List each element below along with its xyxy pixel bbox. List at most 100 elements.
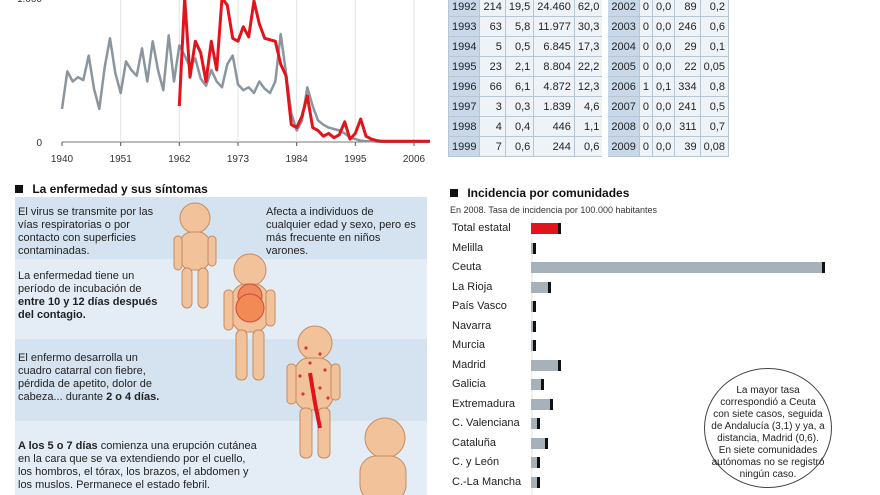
bar (531, 320, 536, 332)
table-cell: 0,05 (699, 56, 730, 77)
table-cell: 0,5 (504, 36, 535, 57)
incidence-callout: La mayor tasa correspondió a Ceuta con s… (704, 368, 832, 488)
table-cell: 0,5 (699, 96, 730, 117)
line-chart-grid (62, 0, 430, 143)
table-cell: 0 (638, 116, 653, 137)
table-cell: 6,1 (504, 76, 535, 97)
catarrh-text-b: 2 o 4 días. (106, 391, 160, 403)
bar-label: C.-La Mancha (452, 475, 522, 488)
table-cell: 4 (479, 116, 506, 137)
bar (531, 281, 552, 293)
table-cell: 0,1 (651, 76, 676, 97)
table-cell: 0,08 (699, 136, 730, 157)
bar-label: Total estatal (452, 222, 511, 234)
table-cell: 6.845 (533, 36, 575, 57)
table-cell: 446 (533, 116, 575, 137)
bar-row: Madrid (450, 356, 850, 375)
table-year-cell: 1999 (447, 136, 481, 157)
bar (531, 398, 554, 410)
incidence-subtitle: En 2008. Tasa de incidencia por 100.000 … (450, 205, 657, 215)
bar-label: Navarra (452, 319, 492, 332)
table-year-cell: 2004 (602, 36, 640, 57)
table-cell: 0,0 (651, 116, 676, 137)
table-cell: 89 (674, 0, 701, 17)
table-cell: 30,3 (573, 16, 606, 37)
table-cell: 24.460 (533, 0, 575, 17)
table-year-cell: 2006 (602, 76, 640, 97)
bar (531, 359, 562, 371)
table-cell: 0,3 (504, 96, 535, 117)
rash-text-b: comienza una erupción cutánea en la cara… (18, 440, 257, 491)
table-cell: 3 (479, 96, 506, 117)
x-tick-label: 2006 (403, 154, 426, 165)
table-cell: 0,6 (699, 16, 730, 37)
table-year-cell: 1994 (447, 36, 481, 57)
table-cell: 0,8 (699, 76, 730, 97)
table-cell: 0 (638, 0, 653, 17)
table-cell: 0,7 (699, 116, 730, 137)
bar (531, 340, 536, 351)
bar-row: Cataluña (450, 434, 850, 453)
bar-label: Murcia (452, 339, 486, 351)
symptom-panel-4 (15, 421, 427, 495)
table-row: 1997 3 0,3 1.839 4,6 2007 0 0,0 241 0,5 (447, 96, 730, 117)
table-cell: 11.977 (533, 16, 575, 37)
table-cell: 62,0 (573, 0, 606, 17)
table-cell: 246 (674, 16, 701, 37)
bar (531, 223, 562, 234)
table-year-cell: 2003 (602, 16, 640, 37)
table-cell: 0 (638, 96, 653, 117)
bar-row: Galicia (450, 375, 850, 394)
table-cell: 5 (479, 36, 506, 57)
bar-row: C. y León (450, 453, 850, 472)
table-cell: 66 (479, 76, 506, 97)
table-cell: 4,6 (573, 96, 606, 117)
incubation-text: La enfermedad tiene un período de incuba… (18, 270, 158, 322)
table-cell: 0 (638, 36, 653, 57)
table-cell: 0,6 (504, 136, 535, 157)
table-cell: 63 (479, 16, 506, 37)
x-tick-label: 1984 (286, 154, 309, 165)
table-row: 1993 63 5,8 11.977 30,3 2003 0 0,0 246 0,6 (447, 16, 730, 37)
transmission-text: El virus se transmite por las vías respi… (18, 206, 154, 257)
y-tick-label: 0 (36, 138, 42, 149)
table-cell: 12,3 (573, 76, 606, 97)
table-cell: 0,0 (651, 0, 676, 17)
line-chart-series (60, 0, 430, 144)
bar-row: Navarra (450, 317, 850, 336)
table-year-cell: 1997 (447, 96, 481, 117)
table-cell: 1 (638, 76, 653, 97)
bar-label: C. y León (452, 456, 500, 468)
table-cell: 311 (674, 116, 701, 137)
table-cell: 0 (638, 56, 653, 77)
bar (531, 379, 544, 390)
table-row: 1999 7 0,6 244 0,6 2009 0 0,0 39 0,08 (447, 136, 730, 157)
x-tick-label: 1962 (168, 154, 191, 165)
table-cell: 0,0 (651, 96, 676, 117)
table-cell: 2,1 (504, 56, 535, 77)
table-cell: 0,0 (651, 136, 676, 157)
table-year-cell: 2005 (602, 56, 640, 77)
bar-label: Cataluña (452, 436, 497, 449)
bar-row: C.-La Mancha (450, 473, 850, 492)
bar (531, 301, 536, 312)
bar-row: Total estatal (450, 219, 850, 238)
table-cell: 1.839 (533, 96, 575, 117)
table-cell: 0,0 (651, 56, 676, 77)
line-chart-axes: 1940 1951 1962 1973 1984 1995 2006 1.000 0 (17, 0, 426, 165)
child-illustration (173, 202, 407, 495)
bar-label: La Rioja (452, 280, 493, 293)
table-cell: 0,0 (651, 16, 676, 37)
table-row: 1996 66 6,1 4.872 12,3 2006 1 0,1 334 0,8 (447, 76, 730, 97)
bar-row: Murcia (450, 336, 850, 355)
incidence-section-title: Incidencia por comunidades (450, 186, 629, 200)
bar-label: Madrid (452, 358, 486, 371)
table-cell: 8.804 (533, 56, 575, 77)
incidence-callout-text: La mayor tasa correspondió a Ceuta con s… (711, 385, 825, 480)
table-year-cell: 1993 (447, 16, 481, 37)
table-year-cell: 1998 (447, 116, 481, 137)
bar (531, 437, 548, 449)
table-cell: 22,2 (573, 56, 606, 77)
table-cell: 244 (533, 136, 575, 157)
bar-label: Melilla (452, 241, 484, 254)
